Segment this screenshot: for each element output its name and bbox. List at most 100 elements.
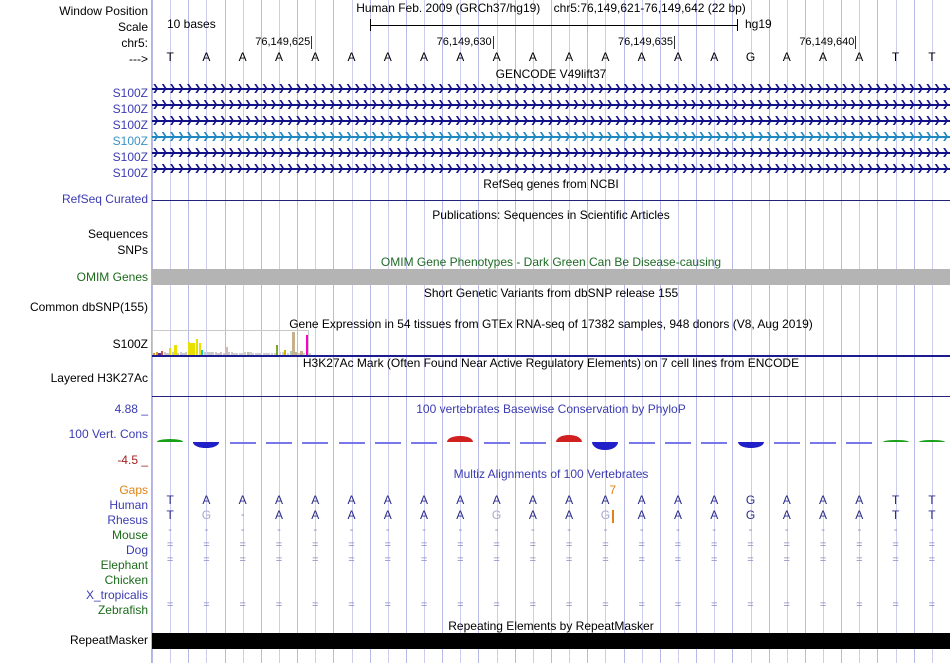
gtex-tissue-bar[interactable] (305, 334, 308, 355)
gtex-tissue-bar[interactable] (201, 349, 204, 355)
gtex-tissue-bar[interactable] (252, 352, 255, 355)
gene-transcript-row[interactable]: ❯ ❯ ❯ ❯ ❯ ❯ ❯ ❯ ❯ ❯ ❯ ❯ ❯ ❯ ❯ ❯ ❯ ❯ ❯ ❯ … (152, 98, 950, 112)
gtex-tissue-bar[interactable] (254, 352, 258, 355)
label-omim-genes[interactable]: OMIM Genes (76, 270, 148, 284)
label-species-chicken[interactable]: Chicken (104, 573, 148, 587)
conservation-plot[interactable] (152, 424, 950, 460)
gtex-tissue-bar[interactable] (214, 352, 217, 355)
gtex-tissue-bar[interactable] (209, 352, 212, 355)
label-refseq-curated[interactable]: RefSeq Curated (61, 192, 148, 206)
gtex-tissue-bar[interactable] (187, 342, 191, 355)
label-gene-s100z-5[interactable]: S100Z (112, 150, 148, 164)
gtex-tissue-bar[interactable] (286, 352, 290, 355)
label-gene-s100z-2[interactable]: S100Z (112, 102, 148, 116)
gtex-tissue-bar[interactable] (193, 343, 196, 355)
label-species-mouse[interactable]: Mouse (111, 528, 148, 542)
gtex-tissue-bar[interactable] (257, 352, 260, 355)
gtex-tissue-bar[interactable] (166, 352, 169, 355)
gtex-tissue-bar[interactable] (241, 352, 244, 355)
label-species-dog[interactable]: Dog (125, 543, 148, 557)
gene-transcript-row[interactable]: ❯ ❯ ❯ ❯ ❯ ❯ ❯ ❯ ❯ ❯ ❯ ❯ ❯ ❯ ❯ ❯ ❯ ❯ ❯ ❯ … (152, 146, 950, 160)
label-publications-snps[interactable]: SNPs (117, 243, 148, 257)
multiz-species-row[interactable]: = = = = = = = = = = = = = = = = = = = = = = (152, 599, 950, 615)
gtex-tissue-bar[interactable] (249, 352, 252, 355)
gtex-tissue-bar[interactable] (244, 352, 247, 355)
gtex-tissue-bar[interactable] (284, 349, 287, 355)
multiz-species-row[interactable] (152, 584, 950, 600)
gtex-tissue-bar[interactable] (217, 352, 220, 355)
gene-transcript-row[interactable]: ❯ ❯ ❯ ❯ ❯ ❯ ❯ ❯ ❯ ❯ ❯ ❯ ❯ ❯ ❯ ❯ ❯ ❯ ❯ ❯ … (152, 130, 950, 144)
gencode-gene-rows[interactable]: ❯ ❯ ❯ ❯ ❯ ❯ ❯ ❯ ❯ ❯ ❯ ❯ ❯ ❯ ❯ ❯ ❯ ❯ ❯ ❯ … (152, 82, 950, 178)
gtex-tissue-bar[interactable] (161, 351, 164, 355)
gtex-tissue-bar[interactable] (302, 352, 306, 355)
omim-genes-bar[interactable] (152, 269, 950, 285)
gtex-tissue-bar[interactable] (297, 352, 300, 355)
gtex-tissue-bar[interactable] (195, 339, 199, 355)
gene-transcript-row[interactable]: ❯ ❯ ❯ ❯ ❯ ❯ ❯ ❯ ❯ ❯ ❯ ❯ ❯ ❯ ❯ ❯ ❯ ❯ ❯ ❯ … (152, 162, 950, 176)
gtex-tissue-bar[interactable] (246, 352, 249, 355)
gtex-tissue-bar[interactable] (225, 346, 228, 355)
gtex-tissue-bar[interactable] (230, 352, 233, 355)
gtex-tissue-bar[interactable] (276, 344, 279, 355)
gtex-tissue-bar[interactable] (177, 352, 180, 355)
label-layered-h3k27ac[interactable]: Layered H3K27Ac (50, 371, 148, 385)
label-100-vert-cons[interactable]: 100 Vert. Cons (68, 427, 148, 441)
gtex-tissue-bar[interactable] (179, 352, 183, 355)
label-species-zebrafish[interactable]: Zebrafish (97, 603, 148, 617)
browser-data-area[interactable]: Human Feb. 2009 (GRCh37/hg19) chr5:76,14… (152, 0, 950, 663)
gtex-tissue-bar[interactable] (262, 352, 266, 355)
gtex-tissue-bar[interactable] (308, 352, 311, 355)
gene-transcript-row[interactable]: ❯ ❯ ❯ ❯ ❯ ❯ ❯ ❯ ❯ ❯ ❯ ❯ ❯ ❯ ❯ ❯ ❯ ❯ ❯ ❯ … (152, 82, 950, 96)
gtex-tissue-bar[interactable] (227, 352, 231, 355)
gtex-tissue-bar[interactable] (169, 348, 172, 355)
label-gene-s100z-6[interactable]: S100Z (112, 166, 148, 180)
label-publications-sequences[interactable]: Sequences (87, 227, 148, 241)
gtex-tissue-bar[interactable] (238, 352, 241, 355)
label-species-x-tropicalis[interactable]: X_tropicalis (85, 588, 148, 602)
gtex-tissue-bar[interactable] (203, 352, 207, 355)
multiz-species-row[interactable]: = = = = = = = = = = = = = = = = = = = = = = (152, 554, 950, 570)
gtex-tissue-bar[interactable] (155, 352, 158, 355)
gtex-tissue-bar[interactable] (198, 343, 201, 355)
gtex-tissue-bar[interactable] (219, 352, 223, 355)
gtex-tissue-bar[interactable] (174, 345, 177, 355)
label-repeatmasker[interactable]: RepeatMasker (69, 633, 148, 647)
gtex-tissue-bar[interactable] (211, 352, 215, 355)
gtex-expression-bars[interactable] (153, 331, 313, 355)
gtex-tissue-bar[interactable] (300, 350, 303, 355)
gtex-tissue-bar[interactable] (182, 352, 185, 355)
label-species-rhesus[interactable]: Rhesus (107, 513, 148, 527)
gtex-tissue-bar[interactable] (163, 352, 166, 355)
gtex-tissue-bar[interactable] (273, 352, 276, 355)
gene-transcript-row[interactable]: ❯ ❯ ❯ ❯ ❯ ❯ ❯ ❯ ❯ ❯ ❯ ❯ ❯ ❯ ❯ ❯ ❯ ❯ ❯ ❯ … (152, 114, 950, 128)
label-common-dbsnp[interactable]: Common dbSNP(155) (29, 300, 148, 314)
gtex-tissue-bar[interactable] (292, 332, 295, 355)
label-gaps[interactable]: Gaps (119, 483, 148, 497)
label-gene-s100z-1[interactable]: S100Z (112, 86, 148, 100)
label-gtex-s100z[interactable]: S100Z (112, 337, 148, 351)
gtex-tissue-bar[interactable] (153, 352, 156, 355)
label-gene-s100z-3[interactable]: S100Z (112, 118, 148, 132)
label-gene-s100z-4[interactable]: S100Z (112, 134, 148, 148)
gtex-tissue-bar[interactable] (278, 352, 282, 355)
gtex-tissue-bar[interactable] (233, 352, 236, 355)
gtex-tissue-bar[interactable] (171, 352, 174, 355)
gtex-tissue-bar[interactable] (236, 352, 239, 355)
multiz-species-row[interactable] (152, 569, 950, 585)
gtex-tissue-bar[interactable] (185, 352, 188, 355)
label-species-human[interactable]: Human (109, 498, 148, 512)
gtex-tissue-bar[interactable] (289, 351, 292, 355)
gtex-tissue-bar[interactable] (222, 352, 225, 355)
label-species-elephant[interactable]: Elephant (100, 558, 148, 572)
gtex-tissue-bar[interactable] (206, 352, 209, 355)
gtex-tissue-bar[interactable] (260, 352, 263, 355)
gtex-tissue-bar[interactable] (268, 352, 271, 355)
gtex-tissue-bar[interactable] (158, 352, 161, 355)
gtex-tissue-bar[interactable] (190, 343, 193, 355)
gtex-tissue-bar[interactable] (281, 352, 284, 355)
multiz-species-row[interactable]: = = = = = = = = = = = = = = = = = = = = = = (152, 539, 950, 555)
repeatmasker-bar[interactable] (152, 633, 950, 649)
